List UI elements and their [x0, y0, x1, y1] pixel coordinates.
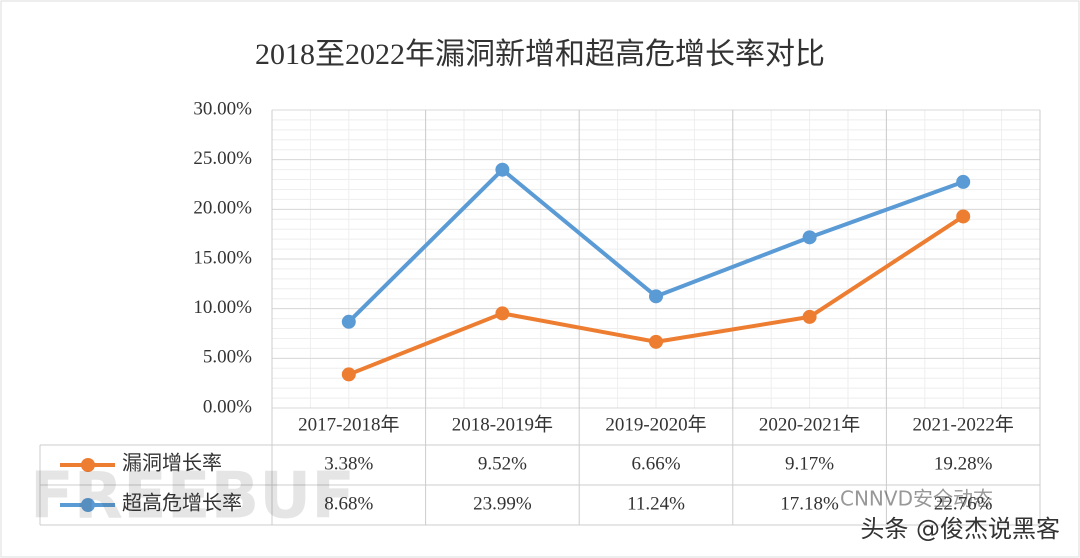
table-value: 6.66%	[631, 453, 680, 474]
x-tick-label: 2021-2022年	[913, 413, 1014, 435]
legend-marker	[81, 458, 95, 472]
point	[956, 209, 971, 224]
table-value: 22.76%	[934, 493, 993, 514]
x-tick-label: 2017-2018年	[298, 413, 399, 435]
x-tick-label: 2018-2019年	[452, 413, 553, 435]
chart-title: 2018至2022年漏洞新增和超高危增长率对比	[255, 38, 825, 71]
table-value: 9.17%	[785, 453, 834, 474]
table-value: 11.24%	[627, 493, 685, 514]
table-value: 23.99%	[473, 493, 532, 514]
table-value: 3.38%	[324, 453, 373, 474]
legend-label: 超高危增长率	[122, 492, 242, 515]
y-tick-label: 30.00%	[193, 98, 252, 119]
table-value: 9.52%	[478, 453, 527, 474]
watermark: CNNVD安全动态	[840, 487, 993, 511]
point	[802, 230, 817, 245]
table-value: 8.68%	[324, 493, 373, 514]
point	[649, 334, 663, 349]
point	[341, 314, 356, 329]
legend-marker	[81, 498, 95, 512]
legend-label: 漏洞增长率	[122, 452, 222, 475]
point	[341, 367, 356, 382]
watermark: FREEBUF	[30, 460, 355, 534]
y-tick-label: 10.00%	[193, 297, 252, 318]
y-tick-label: 25.00%	[193, 148, 252, 169]
x-tick-label: 2020-2021年	[759, 413, 860, 435]
y-tick-label: 0.00%	[203, 396, 252, 417]
point	[495, 162, 510, 177]
y-tick-label: 5.00%	[203, 347, 252, 368]
watermark: 头条 @俊杰说黑客	[860, 515, 1060, 543]
y-tick-label: 20.00%	[193, 198, 252, 219]
point	[495, 306, 510, 321]
y-tick-label: 15.00%	[193, 247, 252, 268]
x-tick-label: 2019-2020年	[605, 413, 706, 435]
point	[649, 289, 663, 304]
table-value: 17.18%	[780, 493, 839, 514]
table-value: 19.28%	[934, 453, 993, 474]
point	[956, 174, 971, 189]
point	[802, 309, 817, 324]
